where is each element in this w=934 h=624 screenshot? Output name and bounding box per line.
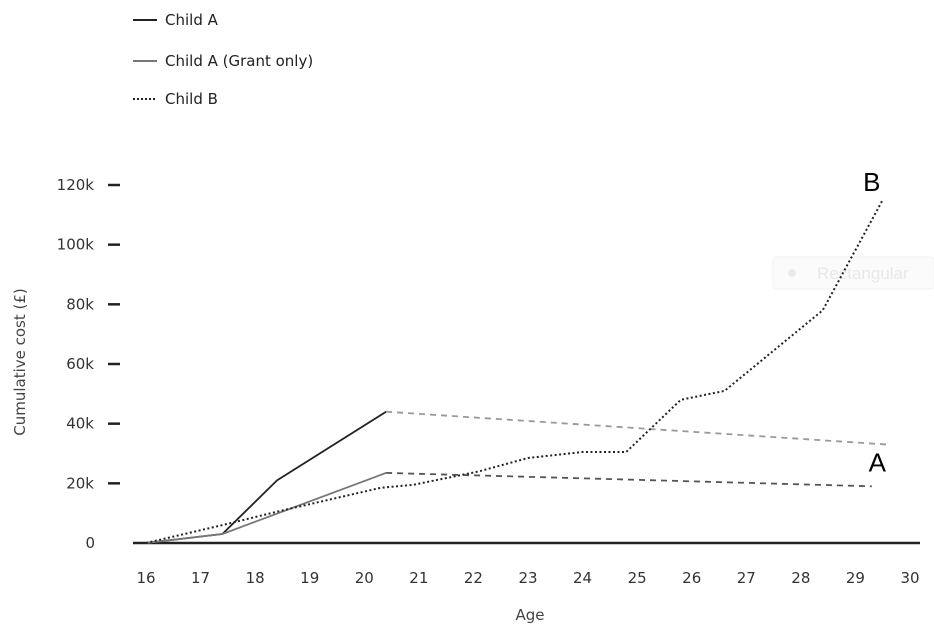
series-layer bbox=[145, 199, 889, 544]
x-tick-label: 17 bbox=[191, 569, 210, 587]
legend-label-child-a: Child A bbox=[165, 11, 219, 29]
x-axis-title: Age bbox=[515, 606, 544, 624]
y-axis-ticks: 0 20k 40k 60k 80k 100k 120k bbox=[57, 176, 120, 552]
y-tick-label: 40k bbox=[66, 415, 94, 433]
x-tick-label: 28 bbox=[791, 569, 810, 587]
series-line-child-a-grant-only-dashed bbox=[386, 472, 872, 488]
watermark-dot-icon bbox=[788, 269, 796, 277]
watermark-box bbox=[772, 256, 934, 290]
annotation-label-b: B bbox=[863, 167, 880, 197]
x-tick-label: 24 bbox=[573, 569, 592, 587]
series-line-child-a-grant-only-solid bbox=[145, 472, 387, 544]
legend-label-child-a-grant: Child A (Grant only) bbox=[165, 52, 313, 70]
y-tick-label: 100k bbox=[57, 236, 95, 254]
axes: 16 17 18 19 20 21 22 23 24 25 26 27 28 29 30 0 20k 40k 60… bbox=[11, 176, 920, 624]
y-tick-label: 0 bbox=[85, 534, 95, 552]
x-tick-label: 23 bbox=[518, 569, 537, 587]
y-tick-label: 80k bbox=[66, 295, 94, 313]
x-tick-label: 27 bbox=[737, 569, 756, 587]
y-tick-label: 20k bbox=[66, 474, 94, 492]
x-tick-label: 18 bbox=[246, 569, 265, 587]
x-tick-label: 22 bbox=[464, 569, 483, 587]
x-tick-label: 21 bbox=[409, 569, 428, 587]
y-tick-label: 120k bbox=[57, 176, 95, 194]
x-tick-label: 26 bbox=[682, 569, 701, 587]
x-tick-label: 20 bbox=[355, 569, 374, 587]
watermark-text: Rectangular bbox=[817, 264, 909, 283]
x-axis-ticks: 16 17 18 19 20 21 22 23 24 25 26 27 28 29 30 bbox=[136, 569, 919, 587]
x-tick-label: 29 bbox=[846, 569, 865, 587]
legend-item-child-a: Child A bbox=[133, 11, 219, 29]
legend-label-child-b: Child B bbox=[165, 90, 218, 108]
x-tick-label: 19 bbox=[300, 569, 319, 587]
watermark: Rectangular bbox=[772, 256, 934, 290]
legend-item-child-a-grant: Child A (Grant only) bbox=[133, 52, 313, 70]
x-tick-label: 16 bbox=[136, 569, 155, 587]
series-line-child-b-dotted bbox=[145, 199, 884, 544]
annotation-label-a: A bbox=[869, 447, 887, 477]
x-tick-label: 25 bbox=[628, 569, 647, 587]
y-axis-title: Cumulative cost (£) bbox=[11, 288, 29, 436]
annotations: BA bbox=[863, 167, 886, 477]
series-line-child-a-solid bbox=[145, 410, 387, 544]
x-tick-label: 30 bbox=[900, 569, 919, 587]
legend: Child A Child A (Grant only) Child B bbox=[133, 11, 313, 108]
y-tick-label: 60k bbox=[66, 355, 94, 373]
series-line-child-a-dashed bbox=[386, 410, 889, 446]
legend-item-child-b: Child B bbox=[133, 90, 218, 108]
